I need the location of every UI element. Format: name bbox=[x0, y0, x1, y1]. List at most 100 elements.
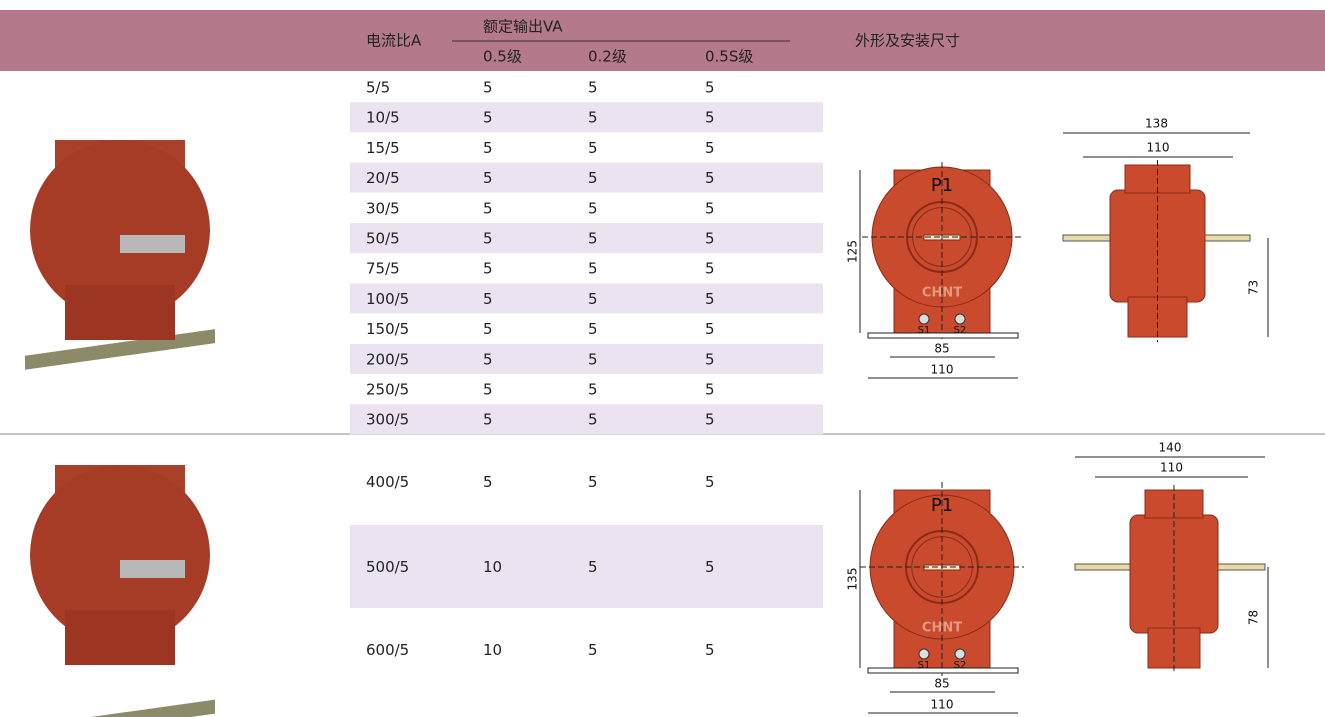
output-value: 5 bbox=[483, 381, 493, 399]
output-value: 5 bbox=[588, 79, 598, 97]
dim-overall: 140 bbox=[1159, 441, 1182, 455]
output-value: 5 bbox=[705, 411, 715, 429]
output-value: 5 bbox=[588, 350, 598, 368]
header-dimensions: 外形及安装尺寸 bbox=[855, 32, 960, 50]
dim-overall: 138 bbox=[1145, 117, 1168, 131]
output-value: 5 bbox=[588, 230, 598, 248]
ratio: 150/5 bbox=[366, 320, 409, 338]
dim-height: 78 bbox=[1247, 610, 1261, 625]
output-value: 5 bbox=[483, 199, 493, 217]
output-value: 5 bbox=[483, 411, 493, 429]
output-value: 5 bbox=[483, 290, 493, 308]
header-rated-output: 额定输出VA bbox=[483, 18, 563, 36]
dim-inner: 110 bbox=[1160, 461, 1183, 475]
ratio: 250/5 bbox=[366, 381, 409, 399]
output-value: 5 bbox=[705, 320, 715, 338]
ratio: 400/5 bbox=[366, 473, 409, 491]
terminal bbox=[918, 313, 930, 325]
output-value: 5 bbox=[705, 381, 715, 399]
terminal bbox=[954, 648, 966, 660]
output-value: 5 bbox=[483, 473, 493, 491]
photo-base bbox=[25, 699, 215, 717]
ratio: 75/5 bbox=[366, 260, 400, 278]
front-label: P1 bbox=[931, 495, 953, 516]
output-value: 5 bbox=[588, 169, 598, 187]
header-class: 0.5级 bbox=[483, 48, 522, 66]
photo-bar bbox=[120, 235, 185, 253]
dim-outer-width: 110 bbox=[931, 698, 954, 712]
photo-body bbox=[30, 140, 210, 320]
output-value: 5 bbox=[483, 79, 493, 97]
output-value: 5 bbox=[705, 350, 715, 368]
output-value: 5 bbox=[588, 411, 598, 429]
photo-stand bbox=[65, 610, 175, 665]
row-shade bbox=[350, 404, 823, 435]
ratio: 600/5 bbox=[366, 641, 409, 659]
terminal-label: S2 bbox=[954, 660, 967, 671]
output-value: 10 bbox=[483, 558, 502, 576]
ratio: 300/5 bbox=[366, 411, 409, 429]
front-label: P1 bbox=[931, 175, 953, 196]
output-value: 5 bbox=[588, 139, 598, 157]
ratio: 15/5 bbox=[366, 139, 400, 157]
ratio: 5/5 bbox=[366, 79, 390, 97]
dim-inner-width: 85 bbox=[934, 677, 949, 691]
dim-inner-width: 85 bbox=[934, 342, 949, 356]
ratio: 500/5 bbox=[366, 558, 409, 576]
front-brand: CHNT bbox=[922, 621, 962, 636]
output-value: 5 bbox=[705, 139, 715, 157]
output-value: 5 bbox=[483, 320, 493, 338]
output-value: 5 bbox=[483, 109, 493, 127]
terminal bbox=[954, 313, 966, 325]
row-shade bbox=[350, 525, 823, 608]
photo-body bbox=[30, 465, 210, 645]
output-value: 5 bbox=[705, 79, 715, 97]
output-value: 5 bbox=[588, 290, 598, 308]
ratio: 10/5 bbox=[366, 109, 400, 127]
front-base bbox=[867, 332, 1019, 339]
output-value: 10 bbox=[483, 641, 502, 659]
ratio: 50/5 bbox=[366, 230, 400, 248]
output-value: 5 bbox=[588, 381, 598, 399]
photo-bar bbox=[120, 560, 185, 578]
output-value: 5 bbox=[705, 473, 715, 491]
photo-stand bbox=[65, 285, 175, 340]
ratio: 200/5 bbox=[366, 350, 409, 368]
output-value: 5 bbox=[705, 641, 715, 659]
output-value: 5 bbox=[588, 109, 598, 127]
row-shade bbox=[350, 343, 823, 374]
output-value: 5 bbox=[483, 139, 493, 157]
output-value: 5 bbox=[705, 558, 715, 576]
output-value: 5 bbox=[705, 109, 715, 127]
output-value: 5 bbox=[483, 169, 493, 187]
dim-outer-width: 110 bbox=[931, 363, 954, 377]
ratio: 100/5 bbox=[366, 290, 409, 308]
row-shade bbox=[350, 102, 823, 133]
terminal-label: S2 bbox=[954, 325, 967, 336]
output-value: 5 bbox=[705, 230, 715, 248]
dim-inner: 110 bbox=[1147, 141, 1170, 155]
terminal-label: S1 bbox=[918, 660, 931, 671]
output-value: 5 bbox=[483, 230, 493, 248]
row-shade bbox=[350, 283, 823, 314]
output-value: 5 bbox=[483, 260, 493, 278]
header-ratio: 电流比A bbox=[366, 32, 422, 50]
ratio: 30/5 bbox=[366, 199, 400, 217]
output-value: 5 bbox=[705, 199, 715, 217]
output-value: 5 bbox=[588, 641, 598, 659]
output-value: 5 bbox=[483, 350, 493, 368]
header-class: 0.5S级 bbox=[705, 48, 753, 66]
output-value: 5 bbox=[588, 320, 598, 338]
ratio: 20/5 bbox=[366, 169, 400, 187]
dim-height: 73 bbox=[1247, 280, 1261, 295]
dim-height: 125 bbox=[846, 240, 860, 263]
output-value: 5 bbox=[705, 290, 715, 308]
output-value: 5 bbox=[588, 473, 598, 491]
output-value: 5 bbox=[588, 199, 598, 217]
row-shade bbox=[350, 223, 823, 253]
front-brand: CHNT bbox=[922, 286, 962, 301]
dim-height: 135 bbox=[846, 568, 860, 591]
terminal bbox=[918, 648, 930, 660]
